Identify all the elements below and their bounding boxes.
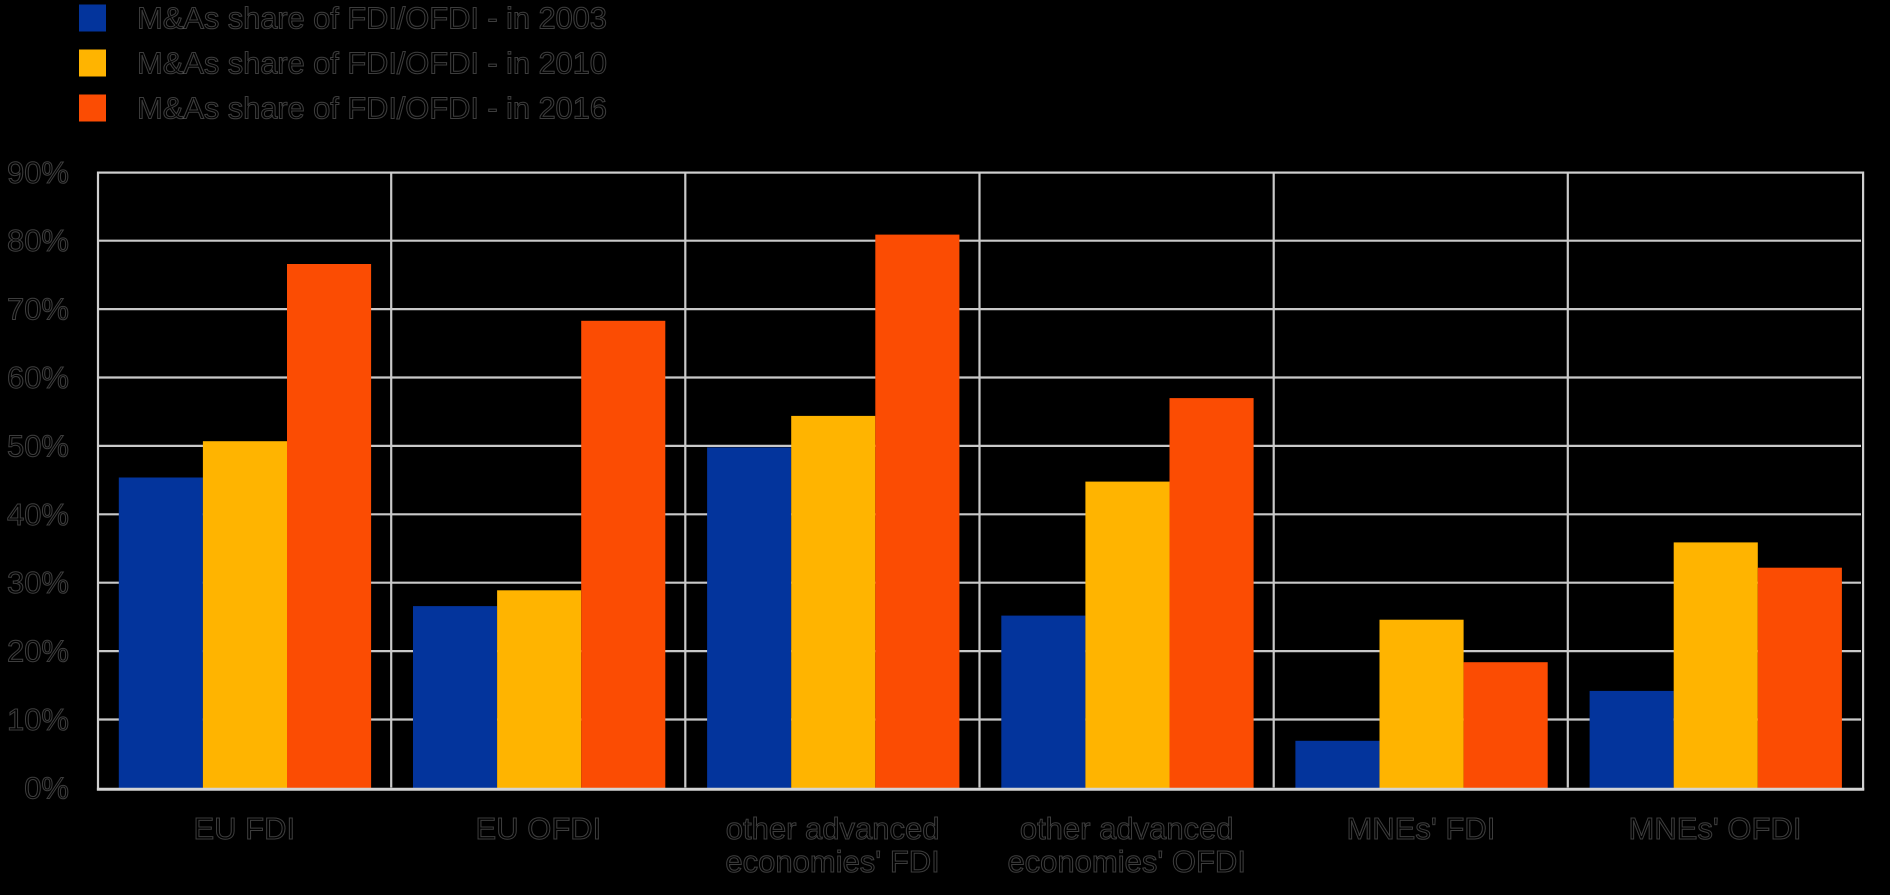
svg-text:M&As share of FDI/OFDI - in 20: M&As share of FDI/OFDI - in 2010 bbox=[137, 46, 607, 81]
svg-text:M&As share of FDI/OFDI - in 20: M&As share of FDI/OFDI - in 2016 bbox=[137, 91, 607, 126]
svg-text:50%: 50% bbox=[7, 428, 69, 463]
svg-text:60%: 60% bbox=[7, 360, 69, 395]
svg-text:MNEs' OFDI: MNEs' OFDI bbox=[1629, 811, 1802, 846]
svg-text:economies' OFDI: economies' OFDI bbox=[1007, 844, 1246, 879]
svg-text:0%: 0% bbox=[24, 770, 69, 805]
svg-text:40%: 40% bbox=[7, 497, 69, 532]
svg-text:10%: 10% bbox=[7, 702, 69, 737]
svg-text:70%: 70% bbox=[7, 292, 69, 327]
svg-text:economies' FDI: economies' FDI bbox=[725, 844, 939, 879]
svg-text:EU OFDI: EU OFDI bbox=[476, 811, 602, 846]
svg-text:30%: 30% bbox=[7, 565, 69, 600]
svg-text:EU FDI: EU FDI bbox=[193, 811, 295, 846]
svg-text:MNEs' FDI: MNEs' FDI bbox=[1346, 811, 1495, 846]
svg-text:90%: 90% bbox=[7, 155, 69, 190]
svg-text:80%: 80% bbox=[7, 223, 69, 258]
svg-text:20%: 20% bbox=[7, 634, 69, 669]
svg-text:other advanced: other advanced bbox=[1020, 811, 1234, 846]
svg-text:M&As share of FDI/OFDI - in 20: M&As share of FDI/OFDI - in 2003 bbox=[137, 1, 607, 36]
svg-text:other advanced: other advanced bbox=[726, 811, 940, 846]
